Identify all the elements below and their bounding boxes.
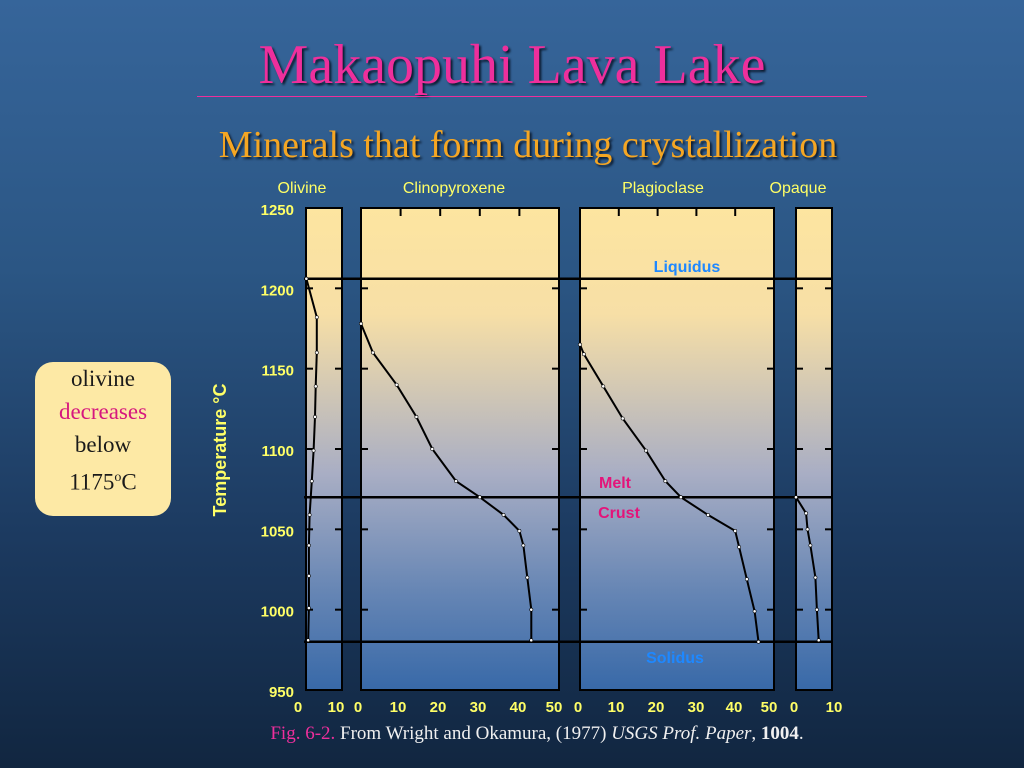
olivine-x-tick-label: 0 — [294, 699, 302, 716]
plagioclase-data-point — [678, 495, 683, 500]
callout-degree-mark: o — [114, 470, 122, 485]
slide-subtitle: Minerals that form during crystallizatio… — [218, 124, 838, 166]
caption-end: . — [798, 723, 804, 744]
opaque-data-point — [805, 527, 810, 532]
caption-volume: 1004 — [760, 723, 799, 744]
y-tick-label: 1050 — [261, 523, 294, 540]
melt-label: Melt — [599, 475, 632, 492]
opaque-x-tick-label: 0 — [790, 699, 798, 716]
opaque-data-point — [804, 511, 808, 516]
olivine-data-point — [313, 414, 317, 419]
callout-temp-value: 1175 — [69, 469, 115, 495]
clinopyroxene-data-point — [477, 495, 482, 500]
opaque-data-point — [816, 638, 821, 643]
plagioclase-data-point — [756, 639, 761, 644]
olivine-panel-title: Olivine — [278, 180, 327, 197]
plagioclase-data-point — [744, 577, 749, 582]
opaque-data-point — [813, 575, 818, 580]
olivine-data-point — [306, 606, 311, 610]
figure-caption: Fig. 6-2. From Wright and Okamura, (1977… — [0, 723, 1024, 745]
clinopyroxene-x-tick-label: 40 — [510, 699, 527, 716]
plagioclase-panel — [579, 207, 775, 691]
crust-label: Crust — [598, 505, 640, 522]
olivine-data-point — [306, 638, 311, 643]
opaque-data-point — [794, 495, 798, 500]
plagioclase-x-tick-label: 40 — [726, 699, 743, 716]
solidus-label: Solidus — [646, 650, 704, 667]
plagioclase-data-point — [581, 352, 586, 357]
caption-separator: , — [751, 723, 761, 744]
y-tick-label: 1250 — [261, 202, 294, 219]
plagioclase-x-tick-label: 20 — [648, 699, 665, 716]
clinopyroxene-x-tick-label: 10 — [390, 699, 407, 716]
plagioclase-data-point — [601, 384, 606, 389]
callout-line-2: decreases — [58, 399, 148, 424]
opaque-data-point — [808, 543, 813, 548]
y-tick-label: 950 — [269, 684, 294, 701]
clinopyroxene-data-point — [359, 321, 363, 326]
title-underline — [197, 96, 867, 97]
y-tick-label: 1200 — [261, 282, 294, 299]
plagioclase-x-tick-label: 50 — [761, 699, 778, 716]
plagioclase-data-point — [663, 479, 668, 484]
y-tick-label: 1100 — [261, 443, 294, 460]
olivine-x-tick-label: 10 — [328, 699, 345, 716]
plagioclase-panel-title: Plagioclase — [622, 180, 704, 197]
clinopyroxene-data-point — [501, 512, 506, 517]
clinopyroxene-data-point — [529, 638, 534, 643]
olivine-data-point — [314, 350, 319, 355]
clinopyroxene-data-point — [454, 479, 458, 484]
clinopyroxene-x-tick-label: 30 — [470, 699, 487, 716]
clinopyroxene-x-tick-label: 0 — [354, 699, 362, 716]
olivine-data-point — [306, 543, 311, 548]
clinopyroxene-data-point — [529, 607, 534, 612]
clinopyroxene-data-point — [517, 529, 522, 533]
plagioclase-data-point — [644, 448, 648, 453]
callout-line-1: olivine — [71, 366, 135, 391]
clinopyroxene-data-point — [394, 382, 399, 387]
opaque-data-point — [814, 607, 819, 612]
plagioclase-x-tick-label: 30 — [688, 699, 705, 716]
clinopyroxene-data-point — [430, 447, 435, 451]
plagioclase-x-tick-label: 0 — [574, 699, 582, 716]
plagioclase-data-point — [620, 416, 625, 421]
olivine-data-point — [307, 512, 312, 517]
callout-line-3: below — [74, 432, 132, 457]
liquidus-label: Liquidus — [654, 259, 721, 276]
plagioclase-data-point — [737, 545, 741, 549]
clinopyroxene-data-point — [414, 414, 419, 419]
clinopyroxene-data-point — [521, 543, 526, 548]
olivine-callout: olivine decreases below 1175oC — [35, 362, 171, 516]
clinopyroxene-x-tick-label: 20 — [430, 699, 447, 716]
olivine-data-point — [304, 276, 309, 281]
plagioclase-data-point — [706, 512, 710, 517]
plagioclase-data-point — [733, 529, 738, 533]
slide-title: Makaopuhi Lava Lake — [258, 34, 766, 96]
clinopyroxene-panel-title: Clinopyroxene — [403, 180, 505, 197]
callout-temp-unit: C — [121, 469, 137, 495]
callout-line-4: 1175oC — [35, 461, 171, 499]
olivine-data-point — [306, 574, 311, 578]
plagioclase-data-point — [578, 342, 582, 347]
caption-journal: USGS Prof. Paper — [611, 723, 752, 744]
clinopyroxene-data-point — [525, 575, 530, 580]
plagioclase-data-point — [752, 609, 757, 614]
opaque-panel-title: Opaque — [770, 180, 827, 197]
olivine-data-point — [309, 479, 314, 484]
opaque-x-tick-label: 10 — [826, 699, 843, 716]
caption-fig-number: Fig. 6-2. — [270, 723, 336, 744]
y-tick-label: 1150 — [261, 363, 294, 380]
olivine-data-point — [314, 315, 319, 320]
caption-source: From Wright and Okamura, (1977) — [335, 723, 612, 744]
y-tick-label: 1000 — [261, 604, 294, 621]
y-axis-label: Temperature °C — [210, 384, 230, 517]
clinopyroxene-data-point — [370, 350, 375, 355]
plagioclase-x-tick-label: 10 — [608, 699, 625, 716]
olivine-curve — [305, 278, 318, 641]
clinopyroxene-x-tick-label: 50 — [546, 699, 563, 716]
olivine-data-point — [311, 448, 316, 453]
olivine-data-point — [313, 384, 318, 389]
clinopyroxene-panel — [360, 207, 560, 691]
